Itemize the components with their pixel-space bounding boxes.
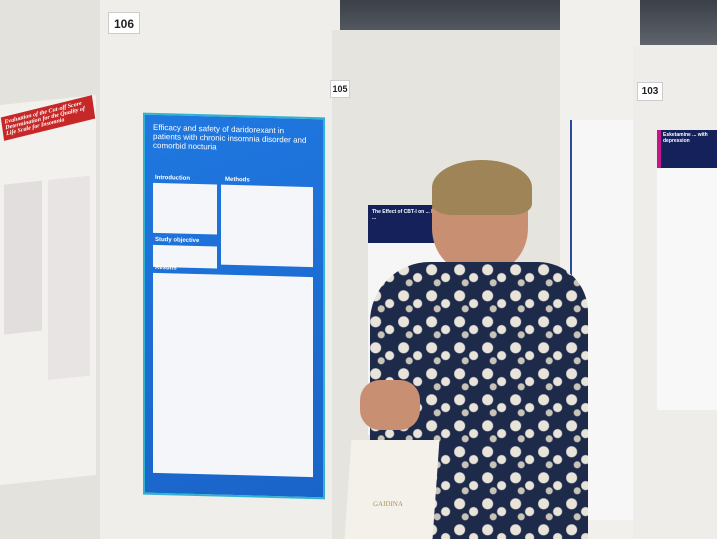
bag-brand: GAIDINA: [372, 500, 404, 508]
left-poster-section: [4, 180, 42, 335]
left-poster: Evaluation of the Cut-off Score Determin…: [0, 94, 96, 486]
right-poster: Esketamine ... with depression: [657, 130, 717, 410]
results-body: [153, 272, 313, 478]
right-poster-title: Esketamine ... with depression: [657, 130, 717, 168]
methods-body: [221, 184, 313, 268]
introduction-body: [153, 182, 217, 235]
section-methods: Methods: [225, 176, 250, 184]
section-results: Results: [155, 264, 177, 272]
section-introduction: Introduction: [155, 174, 190, 182]
board-number-103: 103: [637, 82, 663, 101]
shopping-bag: GAIDINA: [344, 440, 440, 539]
left-poster-section: [48, 175, 90, 380]
person-hair: [432, 160, 532, 215]
person-arm: [360, 380, 420, 430]
main-poster: Efficacy and safety of daridorexant in p…: [143, 112, 325, 500]
board-number-106: 106: [108, 12, 140, 34]
board-number-105: 105: [330, 80, 350, 98]
section-study-objective: Study objective: [155, 236, 200, 245]
main-poster-title: Efficacy and safety of daridorexant in p…: [153, 122, 307, 152]
